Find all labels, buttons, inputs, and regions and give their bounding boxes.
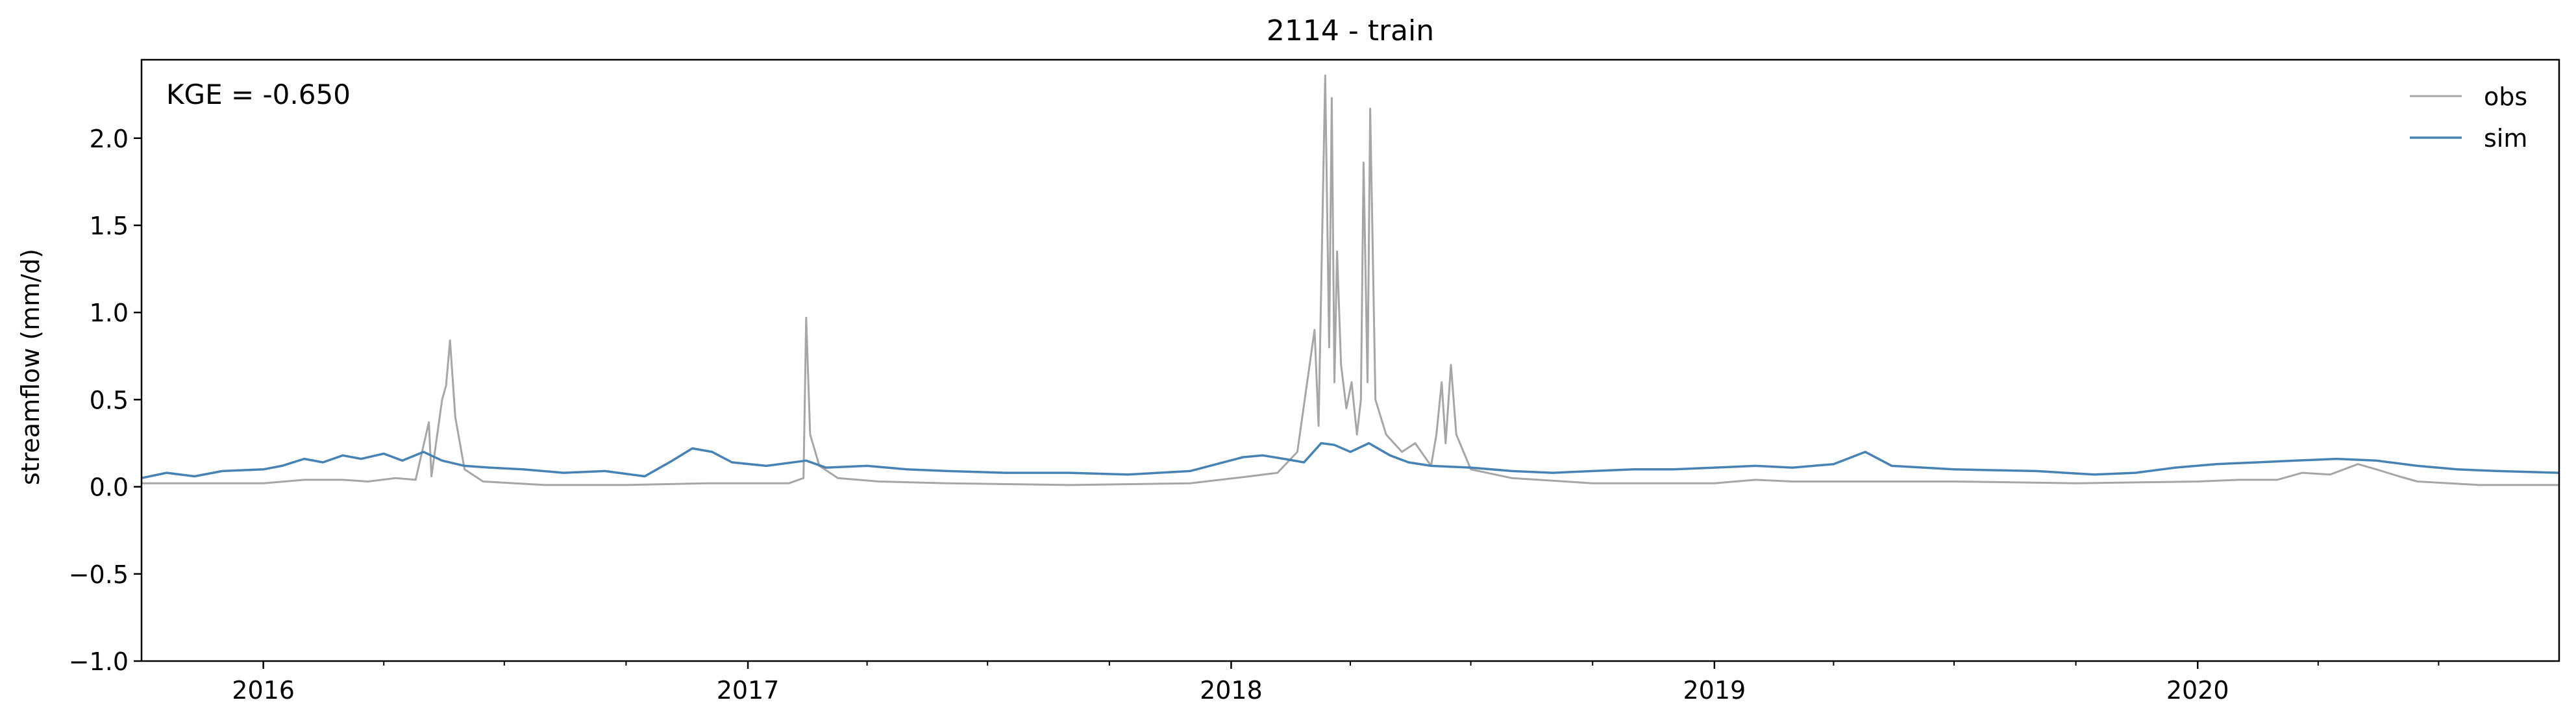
x-tick-label: 2019 — [1683, 676, 1746, 705]
x-tick-label: 2017 — [717, 676, 780, 705]
kge-annotation: KGE = -0.650 — [166, 79, 351, 110]
series-line-obs — [142, 74, 2559, 486]
legend: obs sim — [2410, 82, 2527, 153]
y-tick-label: 2.0 — [90, 125, 129, 153]
y-axis-label: streamflow (mm/d) — [16, 249, 45, 485]
legend-label-sim: sim — [2484, 124, 2527, 153]
plot-frame — [140, 58, 2560, 662]
x-tick-label: 2020 — [2166, 676, 2229, 705]
y-tick-label: 1.5 — [90, 212, 129, 240]
axis-ticks: −1.0 −0.5 0.0 0.5 1.0 1.5 2.0 2016 2017 2018 2019 2… — [69, 125, 2440, 705]
y-tick-label: −1.0 — [69, 647, 129, 676]
legend-label-obs: obs — [2484, 82, 2527, 111]
y-tick-label: 0.5 — [90, 386, 129, 414]
y-tick-label: −0.5 — [69, 560, 129, 589]
chart-title: 2114 - train — [1267, 14, 1434, 47]
series-line-sim — [141, 442, 2560, 479]
x-tick-label: 2018 — [1200, 676, 1263, 705]
series-layer — [141, 74, 2560, 486]
y-tick-label: 0.0 — [90, 473, 129, 502]
y-tick-label: 1.0 — [90, 299, 129, 327]
x-tick-label: 2016 — [232, 676, 295, 705]
